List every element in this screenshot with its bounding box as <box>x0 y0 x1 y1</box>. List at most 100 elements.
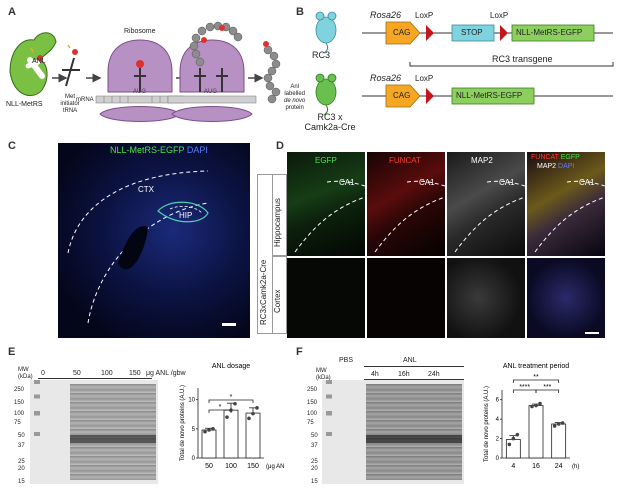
y-axis-label: Total de novo proteins (A.U.) <box>180 385 186 461</box>
panel-label-e: E <box>8 346 16 358</box>
panel-b-construct-diagram <box>315 11 614 116</box>
x-tick-label: 150 <box>247 463 259 470</box>
panel-label-c: C <box>8 140 16 152</box>
col-title-merge-2: MAP2 DAPI <box>537 163 575 170</box>
f-mw-label: MW (kDa) <box>316 368 331 381</box>
data-point <box>560 421 565 425</box>
anl-label: ANL <box>32 58 46 65</box>
ca1-label-merge: CA1 <box>579 178 595 187</box>
panel-c-title: NLL-MetRS-EGFP DAPI <box>110 145 208 155</box>
e-lane-rule <box>38 378 152 379</box>
data-point <box>556 422 561 426</box>
cag-label-2: CAG <box>393 91 411 100</box>
bar <box>528 405 544 459</box>
f-time-24h: 24h <box>428 371 440 378</box>
loxp-label-1a: LoxP <box>415 11 434 20</box>
trna-label: Met initiator tRNA <box>60 94 80 114</box>
y-tick-label: 4 <box>496 417 500 423</box>
row-label-cortex: Cortex <box>272 256 287 334</box>
anl-ball-icon <box>37 55 43 61</box>
e-dose-100: 100 <box>101 370 113 377</box>
mouse-rc3xcre-label: RC3 x Camk2a-Cre <box>304 112 356 132</box>
merge-cortex-image <box>527 258 605 338</box>
f-time-4h: 4h <box>371 371 379 378</box>
funcat-hippocampus-image: FUNCAT CA1 <box>367 152 445 256</box>
y-tick-label: 2 <box>496 437 500 443</box>
significance-stars: * <box>230 394 233 401</box>
nll-metrs-egfp-label-2: NLL-MetRS-EGFP <box>456 91 523 100</box>
ca1-label-egfp: CA1 <box>339 178 355 187</box>
x-tick-label: 24 <box>555 463 563 470</box>
mouse-rc3-icon <box>315 11 337 54</box>
y-tick-label: 6 <box>496 398 500 404</box>
e-dose-unit: μg ANL /gbw <box>146 370 186 377</box>
panel-label-f: F <box>296 346 303 358</box>
loxp-2-icon <box>426 88 434 104</box>
y-tick-label: 0 <box>496 456 500 462</box>
e-dose-0: 0 <box>41 370 45 377</box>
side-label-box: RC3xCamk2a-Cre <box>257 174 273 334</box>
f-pbs-label: PBS <box>339 357 354 364</box>
loxp-1b-icon <box>500 25 508 41</box>
data-point <box>511 436 516 441</box>
bar <box>551 423 567 459</box>
chart-title: ANL treatment period <box>503 363 569 370</box>
ribosome-label: Ribosome <box>124 28 156 35</box>
mouse-rc3-camk2a-cre-icon <box>315 73 337 116</box>
f-anl-label: ANL <box>403 357 417 364</box>
mouse-rc3-label: RC3 <box>312 50 331 60</box>
col-title-map2: MAP2 <box>471 156 493 165</box>
significance-bracket <box>512 379 560 383</box>
col-title-funcat: FUNCAT <box>389 156 421 165</box>
loxp-1a-icon <box>426 25 434 41</box>
data-point <box>255 406 259 410</box>
data-point <box>515 432 520 437</box>
col-title-merge-1: FUNCAT EGFP <box>531 154 580 161</box>
f-time-16h: 16h <box>398 371 410 378</box>
panel-label-b: B <box>296 6 304 18</box>
x-tick-label: 16 <box>532 463 540 470</box>
labelled-protein-icon <box>263 45 281 104</box>
significance-stars: * <box>219 404 222 411</box>
data-point <box>203 429 207 434</box>
significance-stars: *** <box>543 384 551 391</box>
x-tick-label: 4 <box>511 463 515 470</box>
data-point <box>247 416 251 421</box>
x-tick-label: 50 <box>205 463 213 470</box>
row-label-hippocampus: Hippocampus <box>272 174 287 256</box>
funcat-cortex-image <box>367 258 445 338</box>
cag-promoter-1-shape <box>385 21 421 45</box>
data-point <box>225 415 229 419</box>
aug-codon-2: AUG <box>204 89 218 95</box>
transgene-label: RC3 transgene <box>492 54 553 64</box>
mrna-strip-2 <box>167 95 257 104</box>
e-mw-label: MW (kDa) <box>18 367 33 380</box>
panel-label-a: A <box>8 6 16 18</box>
panel-label-d: D <box>276 140 284 152</box>
stop-label: STOP <box>461 28 483 37</box>
data-point <box>211 427 215 431</box>
cag-label-1: CAG <box>393 28 411 37</box>
significance-bracket <box>535 389 560 393</box>
scale-bar <box>585 332 599 334</box>
ca1-label-map2: CA1 <box>499 178 515 187</box>
data-point <box>530 404 534 409</box>
significance-bracket <box>208 409 232 413</box>
ribosome-2-shape <box>171 39 253 122</box>
data-point <box>207 428 211 432</box>
ribosome-1-shape <box>99 39 181 122</box>
cag-promoter-2-shape <box>385 84 421 108</box>
hip-label: HIP <box>179 211 193 220</box>
significance-bracket <box>208 399 254 403</box>
f-anl-rule <box>364 366 464 367</box>
map2-cortex-image <box>447 258 525 338</box>
significance-stars: **** <box>519 384 530 391</box>
data-point <box>534 403 538 408</box>
col-title-egfp: EGFP <box>315 156 337 165</box>
egfp-hippocampus-image: EGFP CA1 <box>287 152 365 256</box>
chart-title: ANL dosage <box>212 363 250 370</box>
map2-hippocampus-image: MAP2 CA1 <box>447 152 525 256</box>
data-point <box>538 401 542 406</box>
x-unit-label: (μg ANL/gbw) <box>266 464 285 470</box>
